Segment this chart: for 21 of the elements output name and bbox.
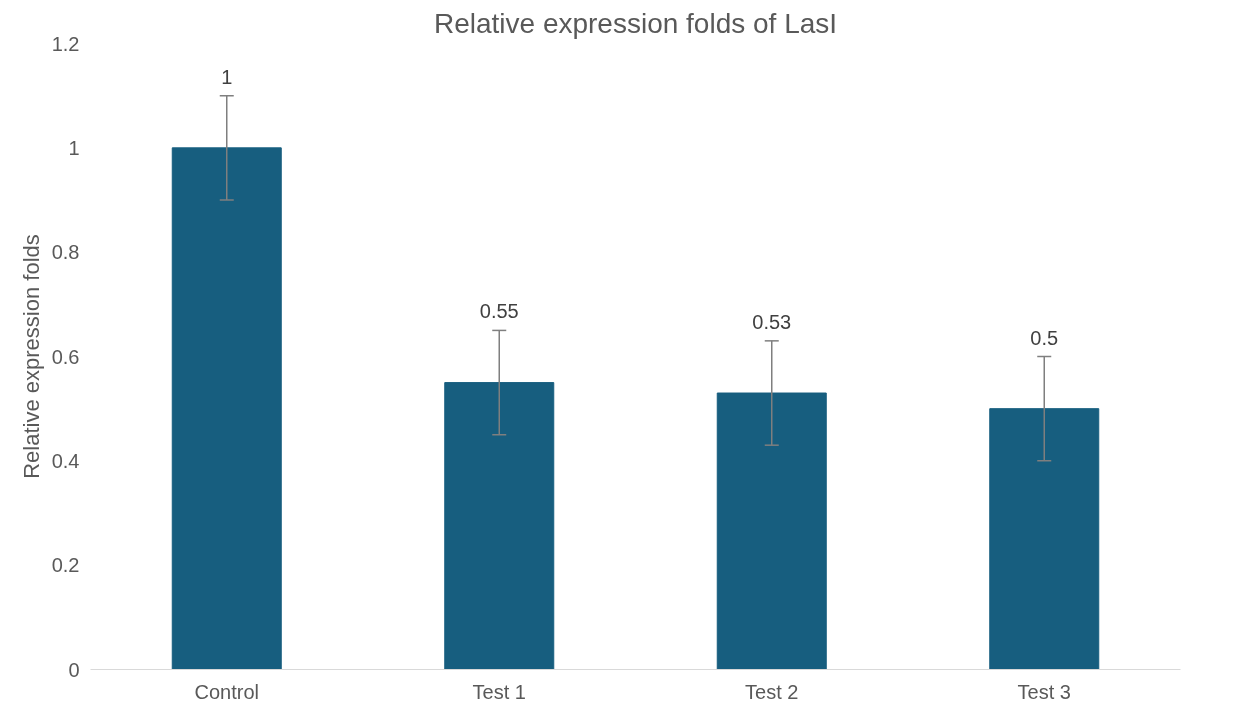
- y-tick-label: 0.6: [51, 345, 80, 368]
- y-tick-label: 0.4: [51, 449, 80, 472]
- bar: [171, 147, 282, 670]
- y-tick-label: 0.8: [51, 241, 80, 264]
- x-tick-label: Control: [194, 680, 259, 703]
- bar: [716, 392, 827, 670]
- y-tick-label: 1: [68, 136, 80, 159]
- bar: [989, 408, 1100, 670]
- y-tick-label: 0.2: [51, 554, 80, 577]
- y-tick-label: 1.2: [51, 32, 80, 55]
- x-tick-label: Test 2: [745, 680, 799, 703]
- bar: [444, 382, 555, 670]
- data-label: 1: [221, 65, 233, 88]
- data-label: 0.55: [479, 300, 519, 323]
- y-axis-title: Relative expression folds: [18, 234, 44, 479]
- chart-title: Relative expression folds of LasI: [433, 7, 838, 39]
- data-label: 0.5: [1030, 326, 1059, 349]
- y-tick-label: 0: [68, 658, 80, 681]
- x-tick-label: Test 1: [472, 680, 526, 703]
- data-label: 0.53: [752, 310, 792, 333]
- x-tick-label: Test 3: [1017, 680, 1071, 703]
